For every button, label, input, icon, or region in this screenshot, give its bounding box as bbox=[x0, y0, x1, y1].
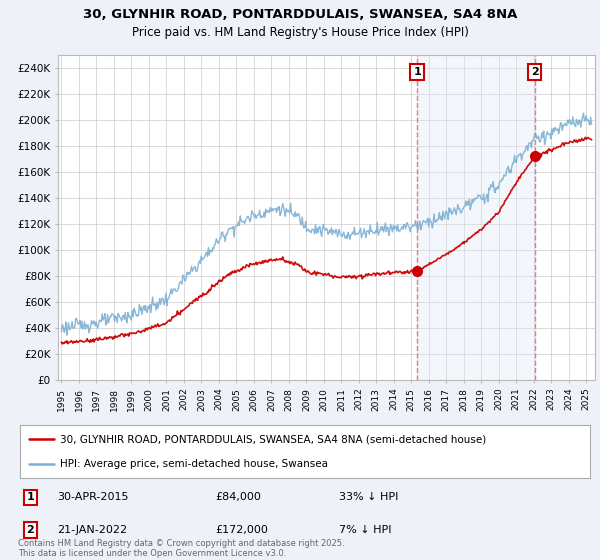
Text: 1: 1 bbox=[413, 67, 421, 77]
Text: 21-JAN-2022: 21-JAN-2022 bbox=[58, 525, 128, 535]
Text: Price paid vs. HM Land Registry's House Price Index (HPI): Price paid vs. HM Land Registry's House … bbox=[131, 26, 469, 39]
Text: HPI: Average price, semi-detached house, Swansea: HPI: Average price, semi-detached house,… bbox=[60, 459, 328, 469]
Text: 2: 2 bbox=[26, 525, 34, 535]
Text: 1: 1 bbox=[26, 492, 34, 502]
Text: 30-APR-2015: 30-APR-2015 bbox=[58, 492, 129, 502]
Bar bbox=[417, 55, 535, 380]
Text: 7% ↓ HPI: 7% ↓ HPI bbox=[340, 525, 392, 535]
Text: 30, GLYNHIR ROAD, PONTARDDULAIS, SWANSEA, SA4 8NA: 30, GLYNHIR ROAD, PONTARDDULAIS, SWANSEA… bbox=[83, 8, 517, 21]
Text: £84,000: £84,000 bbox=[215, 492, 261, 502]
Text: £172,000: £172,000 bbox=[215, 525, 268, 535]
Text: Contains HM Land Registry data © Crown copyright and database right 2025.
This d: Contains HM Land Registry data © Crown c… bbox=[18, 539, 344, 558]
Text: 2: 2 bbox=[531, 67, 539, 77]
Text: 33% ↓ HPI: 33% ↓ HPI bbox=[340, 492, 399, 502]
Text: 30, GLYNHIR ROAD, PONTARDDULAIS, SWANSEA, SA4 8NA (semi-detached house): 30, GLYNHIR ROAD, PONTARDDULAIS, SWANSEA… bbox=[60, 435, 486, 444]
